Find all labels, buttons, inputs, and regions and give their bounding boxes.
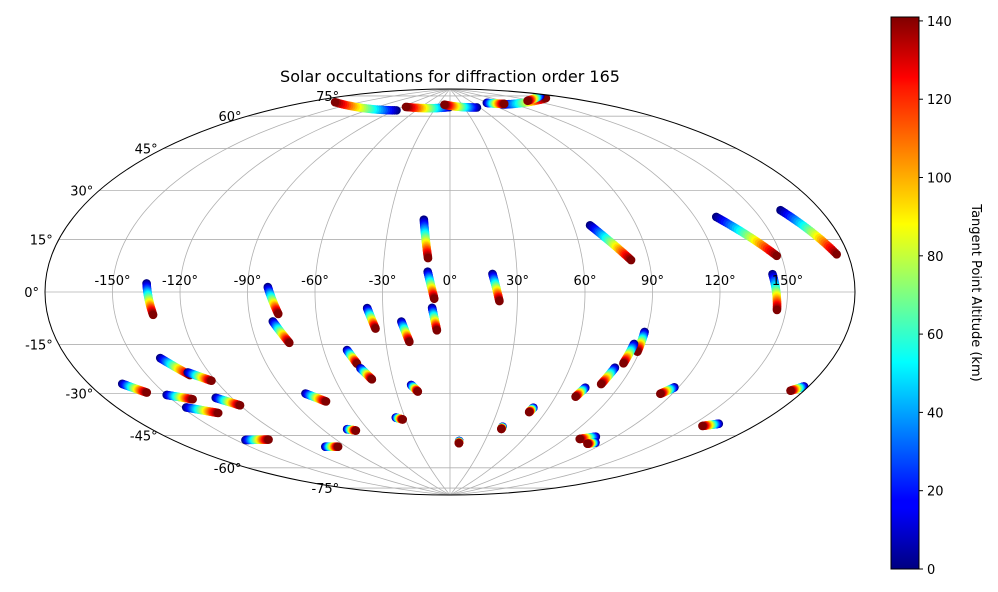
longitude-tick-label: -90° — [234, 274, 262, 289]
longitude-tick-label: -60° — [301, 274, 329, 289]
latitude-tick-label: 0° — [24, 286, 39, 301]
latitude-tick-label: 60° — [218, 110, 241, 125]
colorbar-tick-label: 80 — [927, 250, 944, 265]
occultation-point — [371, 324, 380, 333]
colorbar-tick-label: 100 — [927, 172, 952, 187]
occultation-point — [772, 251, 782, 261]
longitude-tick-label: 120° — [704, 274, 735, 289]
occultation-point — [499, 99, 509, 109]
latitude-tick-label: 75° — [316, 90, 339, 105]
occultation-point — [619, 359, 628, 368]
occultation-point — [575, 434, 584, 444]
colorbar-tick-label: 120 — [927, 93, 952, 108]
track-layer — [117, 91, 842, 451]
occultation-point — [285, 338, 294, 348]
occultation-point — [571, 392, 580, 401]
occultation-point — [786, 386, 795, 395]
occultation-point — [207, 376, 216, 386]
occultation-point — [626, 255, 636, 265]
occultation-point — [333, 442, 343, 451]
latitude-tick-label: 45° — [135, 142, 158, 157]
colorbar-label: Tangent Point Altitude (km) — [968, 203, 983, 381]
colorbar-tick-label: 20 — [927, 485, 944, 500]
occultation-point — [832, 249, 842, 259]
latitude-labels: 75° 60° 45° 30° 15° 0° -15° -30° -45° -60° -75° — [24, 90, 339, 497]
latitude-tick-label: -30° — [66, 388, 94, 403]
occultation-point — [142, 388, 152, 397]
occultation-point — [523, 96, 532, 106]
occultation-point — [429, 294, 439, 304]
occultation-point — [596, 379, 606, 389]
occultation-point — [330, 97, 340, 107]
longitude-tick-label: -120° — [162, 274, 198, 289]
occultation-point — [148, 310, 158, 320]
graticule — [45, 88, 855, 496]
latitude-tick-label: 30° — [70, 185, 93, 200]
occultation-point — [583, 439, 592, 448]
latitude-tick-label: -75° — [311, 482, 339, 497]
occultation-point — [524, 407, 534, 417]
colorbar-tick-label: 140 — [927, 15, 952, 30]
colorbar-tick-label: 60 — [927, 328, 944, 343]
occultation-point — [454, 438, 464, 448]
occultation-point — [655, 389, 665, 399]
longitude-tick-label: 150° — [772, 274, 803, 289]
longitude-tick-label: -150° — [94, 274, 130, 289]
occultation-point — [423, 253, 433, 263]
latitude-tick-label: -15° — [25, 339, 53, 354]
occultation-point — [213, 408, 223, 418]
occultation-point — [401, 102, 411, 112]
occultation-point — [432, 326, 442, 335]
occultation-point — [188, 394, 197, 404]
occultation-point — [497, 424, 506, 434]
longitude-tick-label: 0° — [443, 274, 458, 289]
colorbar-tick-label: 0 — [927, 563, 935, 578]
longitude-tick-label: 30° — [506, 274, 529, 289]
occultation-point — [440, 100, 449, 109]
latitude-tick-label: -60° — [214, 462, 242, 477]
colorbar — [890, 16, 920, 570]
colorbar-ticks: 0 20 40 60 80 100 120 140 — [919, 15, 952, 578]
longitude-tick-label: 90° — [641, 274, 664, 289]
longitude-tick-label: -30° — [369, 274, 397, 289]
occultation-point — [235, 401, 245, 410]
occultation-point — [405, 337, 414, 347]
occultation-point — [264, 435, 273, 444]
longitude-tick-label: 60° — [573, 274, 596, 289]
longitude-labels: -150° -120° -90° -60° -30° 0° 30° 60° 90° 120° 150… — [94, 274, 803, 289]
occultation-point — [413, 387, 423, 396]
occultation-point — [367, 375, 377, 384]
occultation-point — [698, 421, 707, 431]
occultation-point — [495, 296, 504, 306]
map-boundary — [44, 88, 856, 496]
occultation-point — [321, 397, 331, 406]
latitude-tick-label: 15° — [30, 233, 53, 248]
latitude-tick-label: -45° — [130, 430, 158, 445]
occultation-point — [273, 309, 283, 319]
occultation-point — [351, 426, 361, 435]
occultation-point — [772, 305, 782, 315]
colorbar-tick-label: 40 — [927, 406, 944, 421]
chart-title: Solar occultations for diffraction order… — [280, 67, 620, 86]
occultation-point — [398, 415, 408, 424]
